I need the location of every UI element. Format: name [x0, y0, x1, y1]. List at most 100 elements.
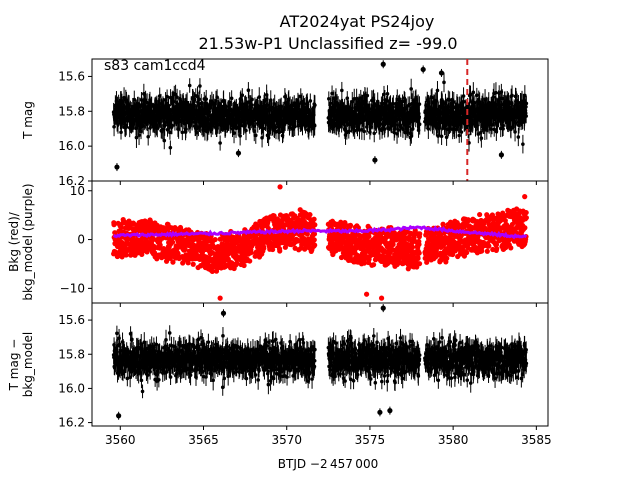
- data-point: [372, 131, 377, 136]
- data-point: [246, 88, 251, 92]
- bkg-point: [209, 268, 215, 275]
- bkg-point: [182, 246, 188, 253]
- bkg-point: [311, 237, 317, 243]
- data-point: [516, 135, 521, 139]
- outlier-point: [498, 152, 505, 158]
- data-point: [492, 127, 496, 132]
- bkg-point: [370, 262, 377, 268]
- data-point: [340, 88, 344, 93]
- data-point: [513, 130, 517, 134]
- panel-bkg-data: [111, 184, 529, 301]
- data-point: [218, 141, 222, 145]
- data-point: [327, 96, 331, 101]
- bkg-point: [163, 258, 170, 264]
- data-point: [385, 92, 390, 96]
- data-point: [521, 142, 525, 146]
- data-point: [232, 131, 236, 135]
- data-point: [475, 93, 479, 97]
- sector-annotation: s83 cam1ccd4: [104, 58, 206, 74]
- data-point: [170, 123, 174, 128]
- y-tick-label: 15.8: [58, 104, 85, 118]
- data-point: [204, 97, 209, 101]
- data-point: [168, 145, 173, 150]
- panel-tmag-data: [111, 60, 529, 172]
- data-point: [494, 90, 498, 95]
- data-point: [491, 95, 496, 99]
- data-point: [430, 95, 434, 100]
- bkg-point: [342, 220, 348, 226]
- bkg-point: [261, 245, 267, 251]
- data-point: [479, 136, 484, 140]
- data-point: [459, 130, 464, 134]
- data-point: [240, 93, 245, 98]
- data-point: [391, 101, 396, 106]
- data-point: [417, 102, 422, 106]
- data-point: [471, 90, 476, 95]
- data-point: [352, 128, 357, 133]
- data-point: [171, 99, 176, 104]
- data-point: [451, 100, 456, 104]
- data-point: [365, 93, 370, 98]
- data-point: [443, 123, 448, 128]
- bkg-point: [118, 224, 124, 231]
- data-point: [165, 94, 169, 99]
- data-point: [260, 135, 264, 140]
- data-point: [435, 88, 440, 93]
- data-point: [409, 87, 413, 91]
- data-point: [396, 128, 401, 132]
- chart-title-line2: 21.53w-P1 Unclassified z= -99.0: [198, 34, 457, 53]
- data-point: [328, 101, 333, 106]
- data-point: [229, 96, 234, 101]
- bkg-point: [123, 252, 129, 258]
- bkg-point: [312, 222, 318, 228]
- bkg-point: [157, 242, 163, 248]
- bkg-point: [169, 239, 176, 245]
- bkg-point: [311, 216, 317, 222]
- data-point: [501, 127, 505, 131]
- data-point: [426, 127, 431, 131]
- outlier-point: [420, 66, 426, 73]
- data-point: [417, 122, 422, 127]
- bkg-point: [247, 258, 253, 264]
- bkg-point: [307, 212, 313, 218]
- bkg-point: [241, 262, 247, 269]
- data-point: [442, 80, 446, 85]
- data-point: [461, 99, 466, 104]
- y-tick-label: 16.0: [58, 139, 85, 153]
- bkg-point: [277, 248, 283, 254]
- data-point: [524, 114, 528, 118]
- data-point: [175, 95, 179, 100]
- data-point: [346, 129, 351, 134]
- outlier-point: [235, 150, 242, 156]
- y-tick-label: 16.2: [58, 174, 85, 188]
- data-point: [457, 133, 462, 138]
- bkg-point: [312, 242, 318, 248]
- outlier-point: [114, 164, 120, 170]
- data-point: [524, 101, 529, 106]
- bkg-point: [190, 261, 196, 267]
- data-point: [180, 130, 185, 135]
- bkg-point: [347, 222, 354, 228]
- bkg-point: [248, 249, 254, 256]
- data-point: [510, 93, 514, 98]
- data-point: [257, 95, 262, 99]
- data-point: [198, 84, 202, 88]
- data-point: [477, 99, 482, 104]
- data-point: [149, 103, 154, 107]
- data-point: [187, 83, 192, 88]
- data-point: [500, 96, 505, 101]
- panel-tmag-ylabel: T mag: [21, 101, 35, 140]
- bkg-point: [167, 255, 173, 262]
- data-point: [146, 134, 150, 139]
- bkg-point: [311, 231, 318, 237]
- chart-title-line1: AT2024yat PS24joy: [280, 12, 435, 31]
- data-point: [183, 127, 188, 131]
- outlier-point: [438, 70, 445, 76]
- data-point: [173, 92, 178, 97]
- ylabel-line: T mag: [21, 101, 35, 140]
- data-point: [444, 135, 449, 140]
- data-point: [362, 129, 367, 134]
- data-point: [168, 130, 172, 135]
- bkg-point: [289, 236, 295, 242]
